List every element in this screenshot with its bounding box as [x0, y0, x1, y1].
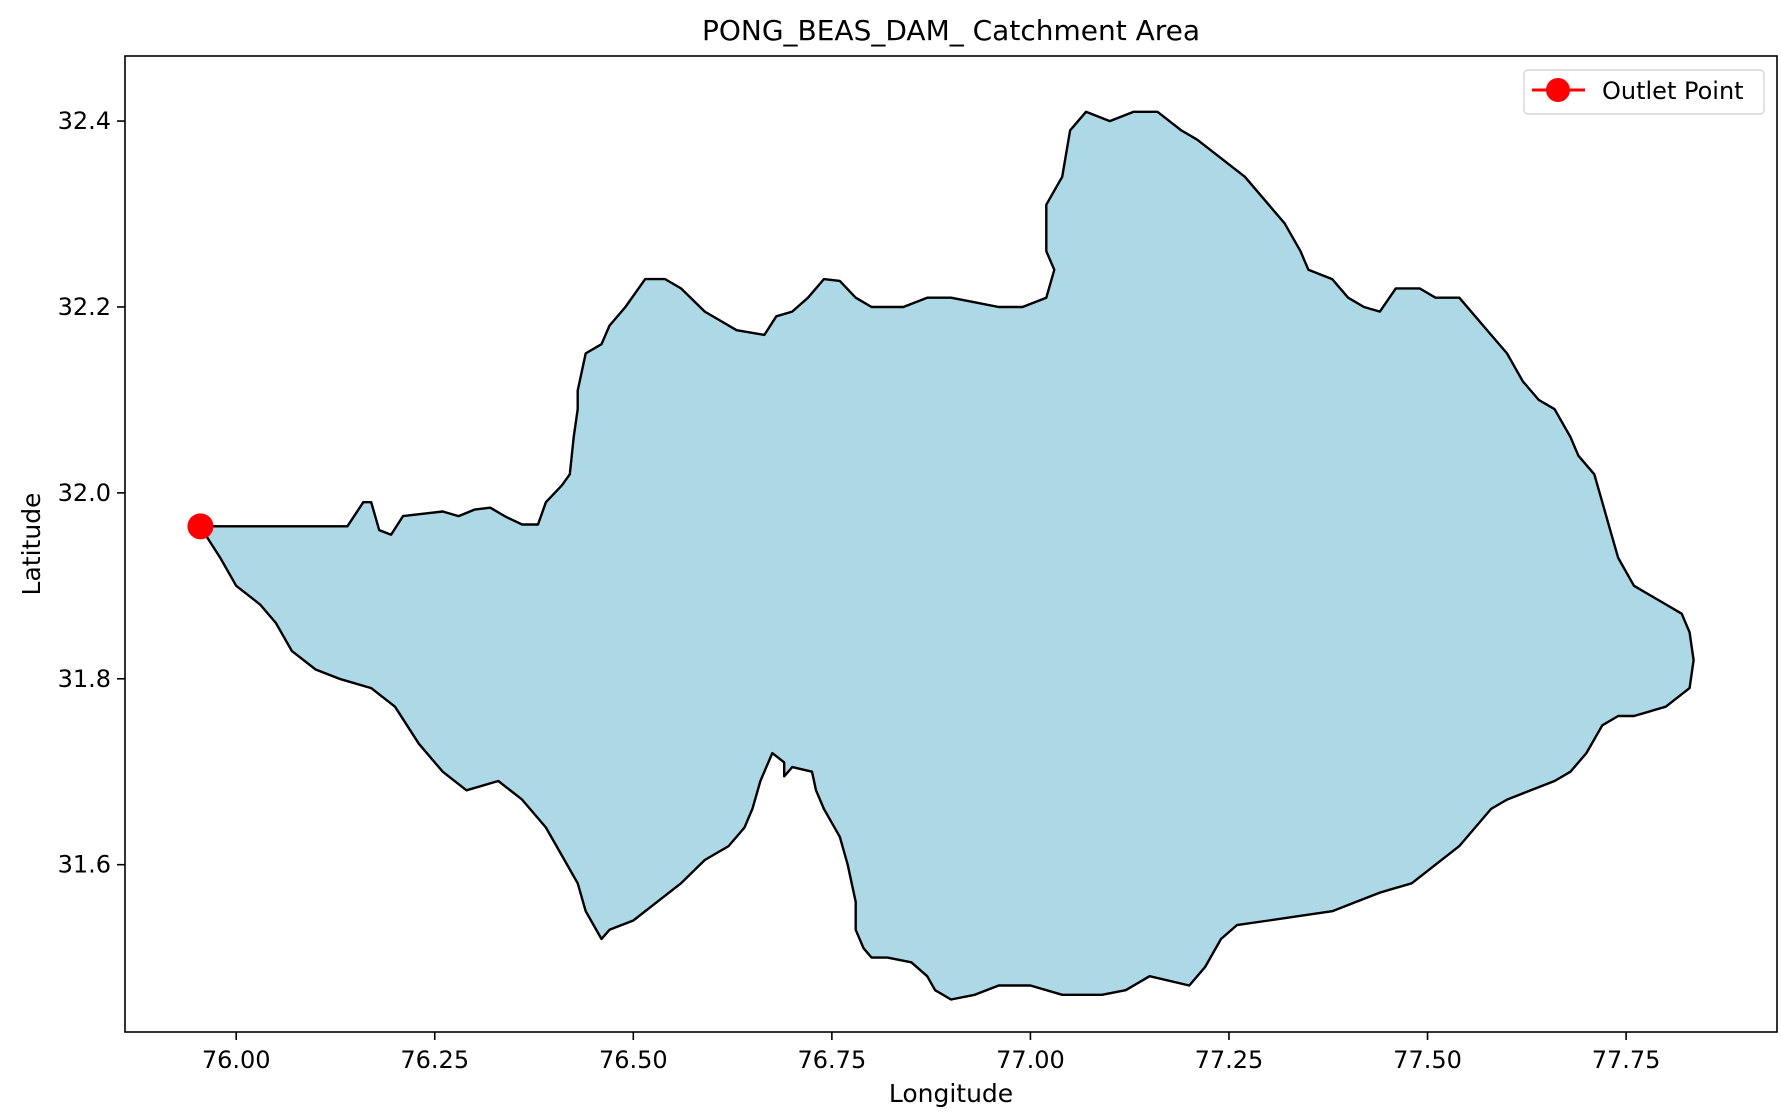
x-tick-label: 77.25 — [1195, 1046, 1264, 1074]
x-tick-label: 76.25 — [400, 1046, 469, 1074]
x-tick-label: 76.00 — [202, 1046, 271, 1074]
x-axis-label: Longitude — [889, 1079, 1013, 1108]
catchment-area-polygon — [199, 110, 1695, 1001]
outlet-point-marker — [187, 513, 214, 540]
x-tick-label: 76.50 — [599, 1046, 668, 1074]
x-tick-label: 77.75 — [1592, 1046, 1661, 1074]
y-axis-ticks: 31.6 31.8 32.0 32.2 32.4 — [58, 107, 125, 879]
legend-label-outlet-point: Outlet Point — [1602, 77, 1744, 105]
x-tick-label: 77.00 — [996, 1046, 1065, 1074]
axes-frame — [124, 55, 1778, 1033]
y-tick-label: 32.0 — [58, 479, 111, 507]
y-tick-label: 32.2 — [58, 293, 111, 321]
x-axis-ticks: 76.00 76.25 76.50 76.75 77.00 77.25 77.50 77.75 — [202, 1032, 1661, 1074]
x-tick-label: 77.50 — [1393, 1046, 1462, 1074]
x-tick-label: 76.75 — [798, 1046, 867, 1074]
chart-title: PONG_BEAS_DAM_ Catchment Area — [702, 14, 1200, 47]
plot-area — [187, 110, 1695, 1001]
y-axis-label: Latitude — [17, 493, 46, 596]
legend-outlet-marker — [1546, 78, 1570, 102]
legend: Outlet Point — [1523, 69, 1765, 115]
y-tick-label: 31.8 — [58, 665, 111, 693]
y-tick-label: 31.6 — [58, 851, 111, 879]
y-tick-label: 32.4 — [58, 107, 111, 135]
legend-box — [1523, 69, 1765, 115]
